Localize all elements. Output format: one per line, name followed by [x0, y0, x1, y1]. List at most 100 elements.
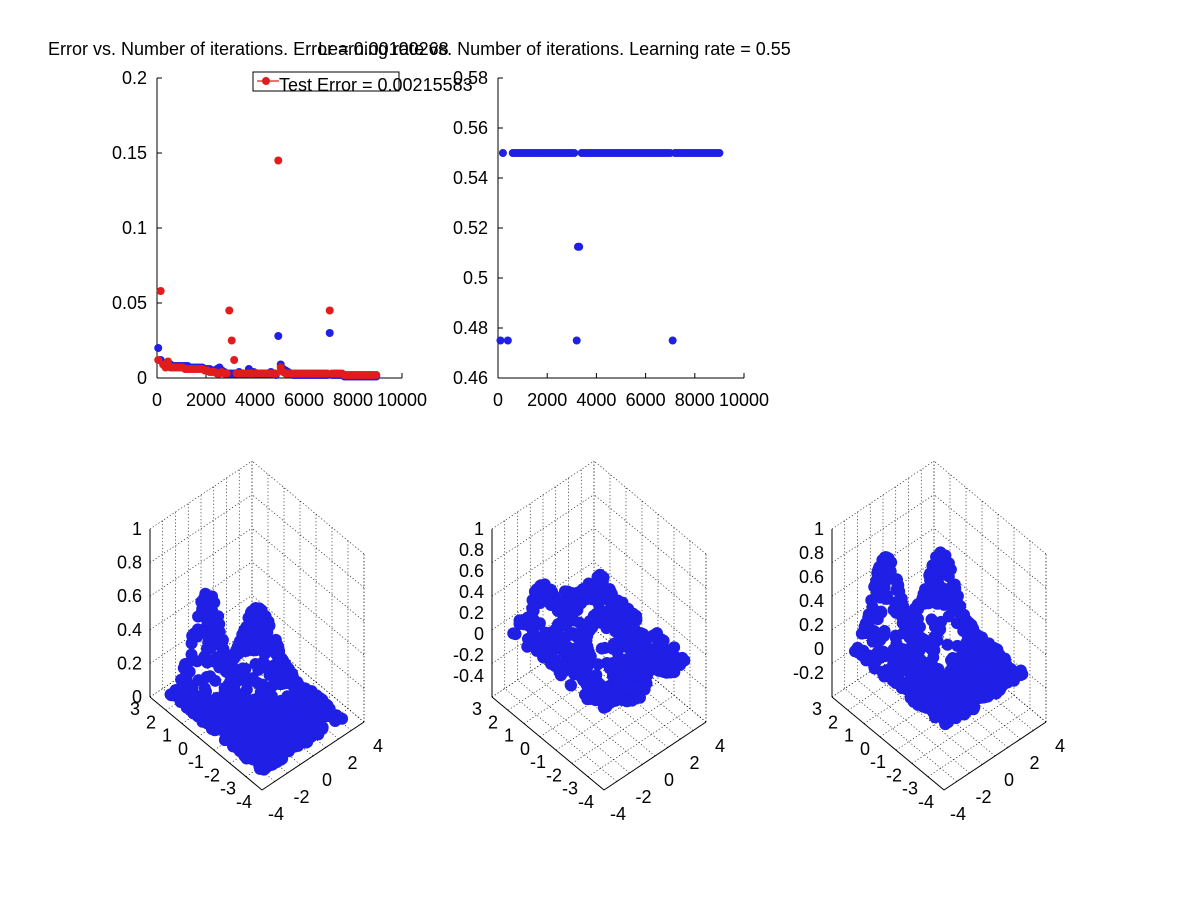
surface-target-y-tick-label: 0	[178, 739, 188, 759]
surface-output-point	[900, 607, 913, 620]
surface-target-y-tick-label: -2	[204, 765, 220, 785]
surface-error-point	[580, 634, 593, 647]
surface-output-x-tick-label: -4	[950, 804, 966, 824]
surface-target-point	[174, 690, 187, 703]
surface-output-point	[957, 609, 970, 622]
surface-target-point	[279, 677, 292, 690]
surface-target-point	[296, 704, 309, 717]
surface-target-gridline	[251, 595, 365, 689]
learning-rate-plot-point	[668, 336, 677, 345]
surface-output-point	[884, 565, 897, 578]
surface-error-point	[617, 693, 630, 706]
surface-output-z-tick-label: 0.2	[799, 615, 824, 635]
surface-error-point	[652, 664, 665, 677]
surface-target-gridline	[251, 527, 365, 622]
error-plot-point	[372, 371, 381, 379]
surface-error-point	[621, 602, 634, 615]
surface-target-z-tick-label: 0.2	[117, 653, 142, 673]
surface-output-point	[955, 677, 968, 690]
error-plot-y-tick-label: 0.1	[122, 218, 147, 238]
surface-output-z-tick-label: 0.6	[799, 567, 824, 587]
surface-target-x-tick-label: 2	[347, 753, 357, 773]
error-plot-point	[274, 156, 283, 165]
surface-error-gridline	[571, 695, 675, 764]
surface-output-gridline	[933, 561, 1047, 656]
surface-output-gridline	[870, 671, 983, 765]
surface-output-point	[929, 700, 942, 713]
surface-error-point	[601, 605, 614, 618]
surface-output-point	[873, 560, 886, 573]
surface-output-point	[890, 675, 903, 688]
surface-target-point	[232, 730, 245, 743]
surface-output-point	[925, 678, 938, 691]
surface-error-point	[591, 658, 604, 671]
surface-target-y-tick-label: -4	[236, 792, 252, 812]
surface-error-point	[622, 612, 635, 625]
surface-error-y-tick-label: -4	[578, 792, 594, 812]
surface-output-box-edge	[943, 721, 1047, 791]
surface-target-point	[203, 642, 216, 655]
error-plot-y-tick-label: 0.05	[112, 293, 147, 313]
surface-output-gridline	[921, 637, 1034, 731]
error-plot: 0 2000 4000 6000 8000 10000 0 0.05 0.1 0.15 0.2 Te…	[112, 68, 473, 410]
surface-output-point	[912, 664, 925, 677]
error-plot-x-tick-label: 10000	[377, 390, 427, 410]
surface-output-point	[986, 685, 999, 698]
surface-output-z-tick-label: 0.8	[799, 543, 824, 563]
surface-target-y-tick-label: -3	[220, 779, 236, 799]
error-plot-marks	[154, 156, 381, 381]
surface-error-point	[608, 637, 621, 650]
surface-error-gridline	[593, 494, 707, 588]
surface-output-gridline	[911, 695, 1015, 764]
surface-error-point	[542, 637, 555, 650]
surface-error-point	[533, 617, 546, 630]
surface-output-x-tick-label: 0	[1004, 770, 1014, 790]
learning-rate-plot-y-tick-label: 0.58	[453, 68, 488, 88]
surface-output-box-edge	[831, 696, 945, 791]
surface-error-point	[539, 626, 552, 639]
surface-error-point	[560, 660, 573, 673]
surface-target-z-tick-label: 0.8	[117, 553, 142, 573]
surface-error-y-tick-label: 2	[488, 712, 498, 732]
surface-output-point	[945, 580, 958, 593]
surface-output-y-tick-label: -3	[902, 779, 918, 799]
surface-error-x-tick-label: -2	[635, 787, 651, 807]
surface-target-point	[256, 678, 269, 691]
surface-target-point	[273, 645, 286, 658]
error-plot-y-tick-label: 0.15	[112, 143, 147, 163]
surface-output-point	[870, 647, 883, 660]
surface-target-point	[198, 705, 211, 718]
learning-rate-plot-axes: 0 2000 4000 6000 8000 10000 0.46 0.48 0.5 0.52 0.5…	[453, 68, 769, 410]
surface-output-y-tick-label: -1	[870, 752, 886, 772]
surface-target-y-tick-label: 1	[162, 726, 172, 746]
surface-target-x-tick-label: -2	[293, 787, 309, 807]
surface-output-point	[984, 653, 997, 666]
learning-rate-plot-x-tick-label: 2000	[527, 390, 567, 410]
surface-output-point	[951, 662, 964, 675]
surface-output-point	[909, 603, 922, 616]
surface-error-gridline	[530, 671, 643, 765]
surface-output-z-tick-label: -0.2	[793, 663, 824, 683]
surface-target-point	[329, 715, 342, 728]
surface-output-point	[935, 584, 948, 597]
surface-error-gridline	[581, 637, 694, 731]
surface-output-z-tick-label: 1	[814, 519, 824, 539]
surface-error-point	[527, 626, 540, 639]
surface-target-point	[195, 595, 208, 608]
surface-output-gridline	[857, 679, 970, 774]
error-plot-point	[154, 344, 163, 352]
surface-error-point	[586, 621, 599, 634]
surface-error-y-tick-label: 0	[520, 739, 530, 759]
surface-target-point	[164, 688, 177, 701]
surface-target-point	[273, 657, 286, 670]
surface-error-point	[631, 660, 644, 673]
surface-output-z-tick-label: 0.4	[799, 591, 824, 611]
surface-output-point	[899, 647, 912, 660]
surface-error-z-tick-label: 1	[474, 519, 484, 539]
surface-output-x-tick-label: -2	[975, 787, 991, 807]
surface-output-point	[877, 668, 890, 681]
surface-target-point	[276, 705, 289, 718]
legend-box	[252, 71, 400, 92]
surface-error-point	[556, 616, 569, 629]
